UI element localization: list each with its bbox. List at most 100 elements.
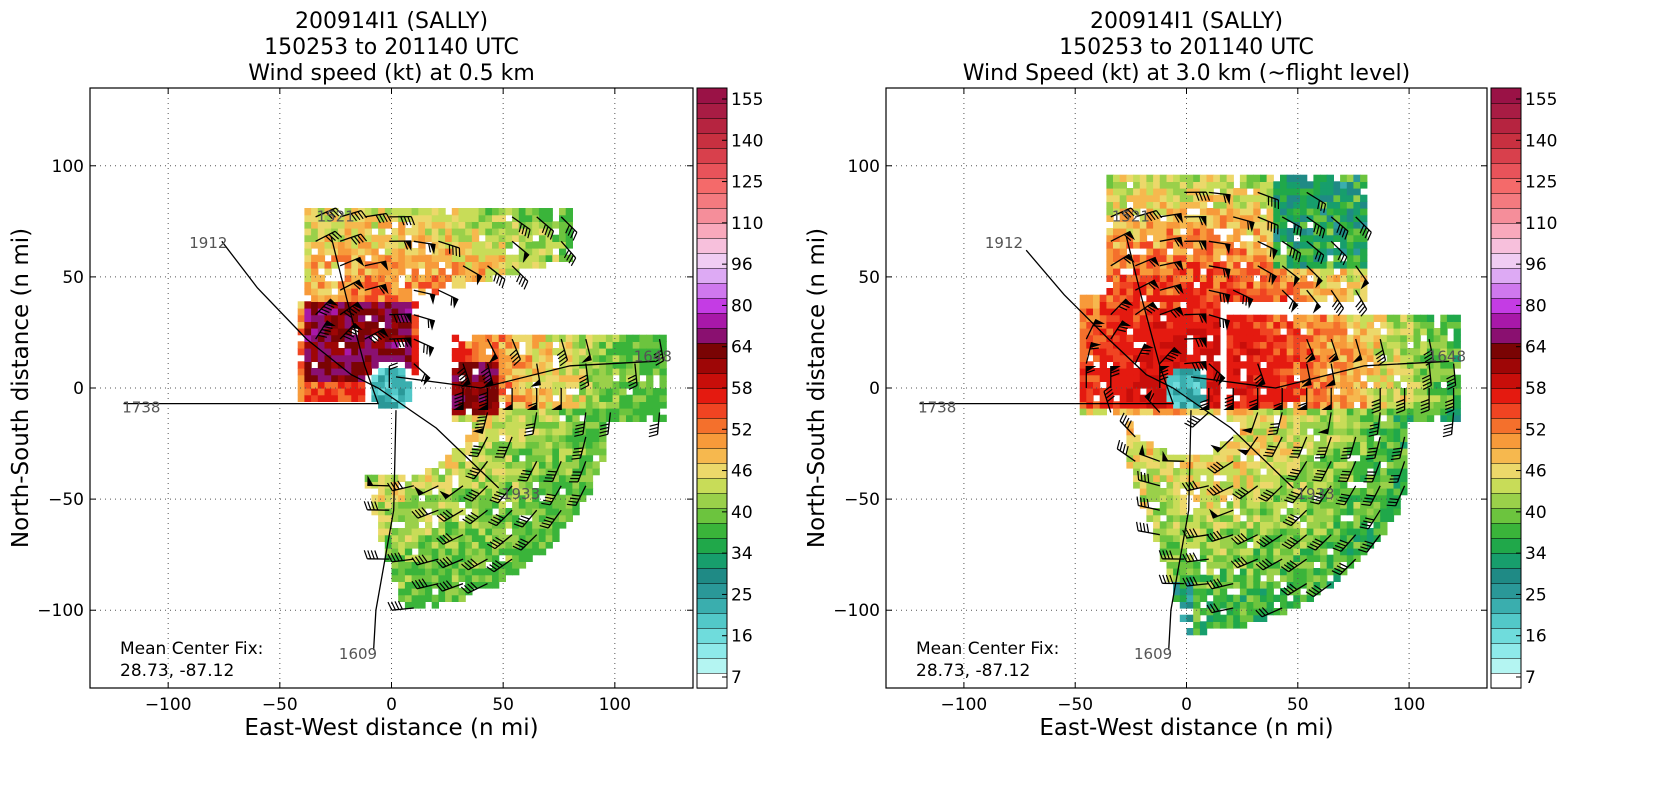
wind-cell bbox=[1273, 608, 1281, 616]
wind-barb-feather bbox=[628, 384, 638, 390]
wind-cell bbox=[378, 368, 386, 376]
wind-cell bbox=[1159, 254, 1168, 262]
wind-cell bbox=[1206, 554, 1214, 562]
wind-cell bbox=[1320, 528, 1328, 536]
wind-cell bbox=[1179, 501, 1188, 509]
wind-barb-feather bbox=[461, 563, 469, 571]
wind-barb-feather bbox=[1188, 481, 1195, 490]
wind-cell bbox=[337, 374, 346, 382]
wind-cell bbox=[559, 408, 567, 416]
wind-cell bbox=[451, 281, 460, 289]
wind-cell bbox=[1366, 328, 1375, 336]
wind-cell bbox=[1453, 348, 1461, 356]
wind-cell bbox=[1306, 521, 1314, 529]
wind-cell bbox=[1133, 321, 1141, 329]
wind-cell bbox=[1326, 228, 1334, 236]
wind-cell bbox=[1293, 208, 1301, 216]
wind-cell bbox=[465, 434, 473, 442]
wind-cell bbox=[1333, 528, 1341, 536]
wind-cell bbox=[532, 241, 540, 249]
wind-cell bbox=[404, 388, 413, 396]
wind-cell bbox=[1453, 408, 1461, 416]
wind-barb-feather bbox=[1237, 489, 1246, 496]
wind-cell bbox=[545, 208, 553, 216]
wind-barb-feather bbox=[1119, 412, 1125, 422]
wind-cell bbox=[1113, 354, 1121, 362]
wind-barb-feather bbox=[1222, 293, 1226, 303]
wind-cell bbox=[1380, 468, 1388, 476]
wind-cell bbox=[364, 354, 372, 362]
wind-cell bbox=[1233, 341, 1241, 349]
flight-track bbox=[395, 360, 656, 389]
wind-cell bbox=[1360, 234, 1368, 242]
wind-cell bbox=[1239, 328, 1248, 336]
wind-cell bbox=[1446, 368, 1455, 376]
wind-cell bbox=[465, 268, 473, 276]
wind-cell bbox=[505, 241, 513, 249]
wind-cell bbox=[1353, 268, 1361, 276]
wind-barb-flag bbox=[502, 404, 513, 410]
wind-cell bbox=[1326, 328, 1334, 336]
wind-cell bbox=[1133, 354, 1141, 362]
wind-cell bbox=[1306, 248, 1314, 256]
wind-cell bbox=[1340, 528, 1348, 536]
wind-cell bbox=[1239, 181, 1248, 189]
wind-barb-feather bbox=[1206, 533, 1213, 542]
wind-cell bbox=[404, 208, 413, 216]
colorbar-segment bbox=[696, 282, 728, 299]
wind-cell bbox=[358, 241, 366, 249]
wind-cell bbox=[1186, 601, 1194, 609]
wind-cell bbox=[1179, 328, 1188, 336]
wind-cell bbox=[324, 281, 332, 289]
wind-cell bbox=[538, 481, 547, 489]
wind-cell bbox=[1199, 581, 1208, 589]
wind-cell bbox=[599, 448, 607, 456]
colorbar-segment bbox=[696, 267, 728, 284]
wind-barb-feather bbox=[1255, 609, 1263, 618]
wind-cell bbox=[565, 428, 573, 436]
wind-cell bbox=[498, 241, 506, 249]
wind-cell bbox=[1346, 434, 1355, 442]
wind-cell bbox=[331, 368, 339, 376]
wind-cell bbox=[605, 394, 614, 402]
wind-cell bbox=[605, 408, 614, 416]
wind-cell bbox=[1273, 441, 1281, 449]
wind-cell bbox=[1320, 394, 1328, 402]
wind-cell bbox=[1286, 448, 1294, 456]
wind-cell bbox=[1219, 208, 1228, 216]
wind-cell bbox=[518, 208, 527, 216]
wind-cell bbox=[1126, 361, 1134, 369]
wind-cell bbox=[1280, 561, 1288, 569]
wind-cell bbox=[538, 334, 547, 342]
wind-barb-feather bbox=[421, 554, 428, 563]
wind-cell bbox=[1219, 274, 1228, 282]
wind-cell bbox=[1119, 354, 1127, 362]
wind-cell bbox=[478, 354, 486, 362]
wind-cell bbox=[1420, 388, 1428, 396]
wind-cell bbox=[1346, 381, 1355, 389]
wind-cell bbox=[358, 248, 366, 256]
wind-cell bbox=[505, 454, 513, 462]
wind-cell bbox=[1293, 241, 1301, 249]
wind-cell bbox=[1320, 474, 1328, 482]
wind-barb bbox=[1187, 485, 1209, 492]
wind-barb bbox=[1144, 395, 1161, 413]
wind-cell bbox=[1353, 194, 1361, 202]
wind-cell bbox=[1346, 548, 1355, 556]
wind-cell bbox=[1166, 488, 1174, 496]
wind-barb bbox=[656, 412, 661, 435]
wind-barb bbox=[1159, 236, 1182, 242]
wind-cell bbox=[538, 428, 547, 436]
wind-cell bbox=[351, 314, 359, 322]
wind-cell bbox=[311, 241, 319, 249]
wind-cell bbox=[1226, 461, 1234, 469]
wind-cell bbox=[311, 261, 319, 269]
wind-cell bbox=[324, 374, 332, 382]
wind-cell bbox=[425, 474, 433, 482]
wind-cell bbox=[451, 568, 460, 576]
wind-cell bbox=[371, 268, 379, 276]
wind-cell bbox=[599, 348, 607, 356]
wind-barb bbox=[467, 558, 488, 571]
wind-cell bbox=[505, 554, 513, 562]
wind-barb-feather bbox=[1223, 193, 1227, 204]
